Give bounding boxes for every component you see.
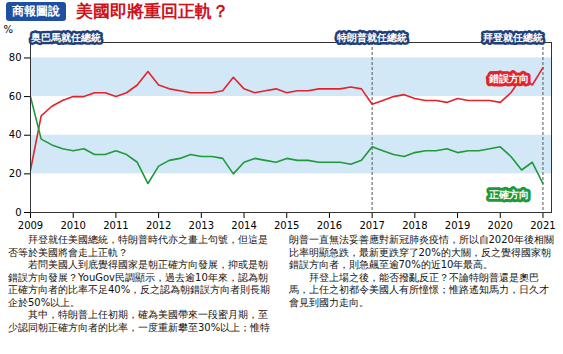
- svg-text:2021: 2021: [530, 220, 555, 231]
- svg-text:2018: 2018: [402, 220, 427, 231]
- svg-text:2013: 2013: [189, 220, 214, 231]
- svg-text:%: %: [4, 24, 14, 35]
- svg-text:80: 80: [9, 52, 22, 63]
- html-text:其中，特朗普上任初期，確為美國帶來一段蜜月期，至少認同朝正確: 其中，特朗普上任初期，確為美國帶來一段蜜月期，至少認同朝正確方向者的比率，一度重…: [8, 234, 554, 333]
- svg-text:60: 60: [9, 91, 22, 102]
- svg-text:2010: 2010: [60, 220, 85, 231]
- svg-text:2020: 2020: [488, 220, 513, 231]
- svg-text:2011: 2011: [103, 220, 128, 231]
- svg-text:2009: 2009: [18, 220, 43, 231]
- svg-text:奥巴馬就任總統: 奥巴馬就任總統: [30, 32, 101, 43]
- svg-text:2019: 2019: [445, 220, 470, 231]
- svg-text:2016: 2016: [317, 220, 342, 231]
- svg-text:正確方向: 正確方向: [488, 189, 529, 200]
- svg-text:2017: 2017: [359, 220, 384, 231]
- html-text:拜登就任美國總統，特朗普時代亦之畫上句號，但這是否等於美國將: 拜登就任美國總統，特朗普時代亦之畫上句號，但這是否等於美國將會走上正軌？: [8, 234, 268, 258]
- html-text:拜登上場之後，能否撥亂反正？不論特朗普還是奧巴馬，上任之初都: 拜登上場之後，能否撥亂反正？不論特朗普還是奧巴馬，上任之初都令美國人有所憧憬；惟…: [288, 271, 549, 308]
- svg-text:2015: 2015: [274, 220, 299, 231]
- svg-text:拜登就任總統: 拜登就任總統: [482, 32, 543, 43]
- svg-text:0: 0: [15, 207, 21, 218]
- svg-text:40: 40: [9, 129, 22, 140]
- html-text:美國即將重回正軌？: 美國即將重回正軌？: [76, 0, 229, 21]
- svg-text:20: 20: [9, 168, 22, 179]
- svg-text:特朗普就任總統: 特朗普就任總統: [336, 32, 407, 43]
- svg-text:錯誤方向: 錯誤方向: [488, 73, 529, 84]
- svg-text:2014: 2014: [231, 220, 256, 231]
- html-text:商報圖說: 商報圖說: [12, 3, 60, 18]
- svg-text:2012: 2012: [146, 220, 171, 231]
- html-text:若問美國人到底覺得國家是朝正確方向發展，抑或是朝錯誤方向發展: 若問美國人到底覺得國家是朝正確方向發展，抑或是朝錯誤方向發展？YouGov民調顯…: [8, 259, 271, 308]
